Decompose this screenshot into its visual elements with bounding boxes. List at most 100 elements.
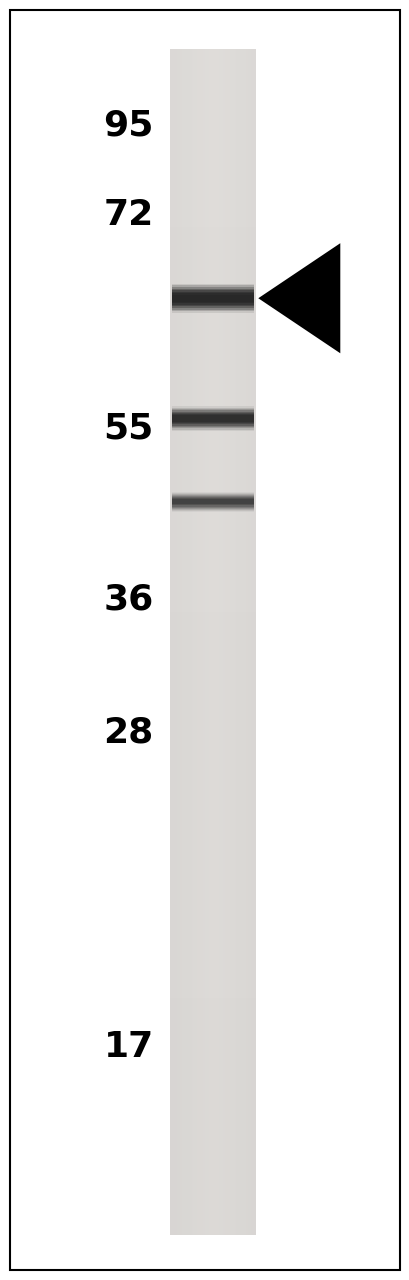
Bar <box>205 49 207 1235</box>
Bar <box>254 49 256 1235</box>
Bar <box>170 49 171 1235</box>
Bar <box>170 850 256 879</box>
Bar <box>172 410 254 428</box>
Bar <box>170 463 256 494</box>
Bar <box>231 49 233 1235</box>
Bar <box>174 49 175 1235</box>
Bar <box>170 1057 256 1087</box>
Bar <box>172 291 254 306</box>
Bar <box>170 820 256 850</box>
Bar <box>245 49 247 1235</box>
Polygon shape <box>258 243 339 353</box>
Bar <box>170 909 256 938</box>
Bar <box>170 1028 256 1057</box>
Bar <box>170 879 256 909</box>
Bar <box>210 49 211 1235</box>
Bar <box>178 49 180 1235</box>
Bar <box>170 227 256 256</box>
Bar <box>253 49 254 1235</box>
Bar <box>204 49 205 1235</box>
Bar <box>184 49 185 1235</box>
Bar <box>172 285 254 311</box>
Bar <box>207 49 208 1235</box>
Bar <box>170 168 256 197</box>
Bar <box>170 375 256 404</box>
Bar <box>170 790 256 820</box>
Bar <box>228 49 230 1235</box>
Bar <box>170 524 256 553</box>
Bar <box>170 494 256 524</box>
Bar <box>172 408 254 429</box>
Bar <box>203 49 204 1235</box>
Bar <box>170 316 256 346</box>
Bar <box>234 49 236 1235</box>
Bar <box>198 49 200 1235</box>
Bar <box>191 49 193 1235</box>
Bar <box>201 49 203 1235</box>
Bar <box>172 495 254 508</box>
Bar <box>172 495 254 508</box>
Bar <box>172 406 254 431</box>
Bar <box>170 938 256 968</box>
Bar <box>233 49 234 1235</box>
Bar <box>222 49 224 1235</box>
Bar <box>190 49 191 1235</box>
Bar <box>182 49 184 1235</box>
Bar <box>221 49 222 1235</box>
Bar <box>227 49 228 1235</box>
Bar <box>172 284 254 312</box>
Bar <box>172 497 254 507</box>
Bar <box>241 49 243 1235</box>
Bar <box>224 49 226 1235</box>
Bar <box>236 49 237 1235</box>
Bar <box>214 49 216 1235</box>
Bar <box>172 416 254 421</box>
Text: 55: 55 <box>103 412 153 445</box>
Bar <box>213 49 214 1235</box>
Bar <box>170 701 256 731</box>
Bar <box>250 49 251 1235</box>
Bar <box>170 612 256 641</box>
Bar <box>238 49 240 1235</box>
Bar <box>170 760 256 790</box>
Bar <box>240 49 241 1235</box>
Bar <box>170 108 256 138</box>
Bar <box>170 1146 256 1176</box>
Bar <box>172 415 254 422</box>
Text: 28: 28 <box>103 716 153 749</box>
Bar <box>187 49 188 1235</box>
Bar <box>170 643 256 672</box>
Bar <box>170 1116 256 1146</box>
Bar <box>196 49 197 1235</box>
Bar <box>172 498 254 506</box>
Bar <box>220 49 221 1235</box>
Bar <box>170 404 256 434</box>
Bar <box>180 49 181 1235</box>
Bar <box>175 49 177 1235</box>
Bar <box>188 49 190 1235</box>
Text: 17: 17 <box>103 1030 153 1064</box>
Bar <box>170 256 256 285</box>
Bar <box>170 285 256 316</box>
Bar <box>248 49 250 1235</box>
Bar <box>170 1087 256 1116</box>
Text: 36: 36 <box>103 582 153 616</box>
Bar <box>211 49 213 1235</box>
Bar <box>172 494 254 509</box>
Bar <box>170 346 256 375</box>
Bar <box>251 49 253 1235</box>
Bar <box>172 493 254 511</box>
Bar <box>170 672 256 701</box>
Bar <box>172 293 254 303</box>
Bar <box>172 499 254 504</box>
Bar <box>170 1206 256 1235</box>
Text: 72: 72 <box>103 198 153 232</box>
Bar <box>172 492 254 512</box>
Bar <box>170 49 256 78</box>
Bar <box>247 49 248 1235</box>
Bar <box>216 49 217 1235</box>
Bar <box>226 49 227 1235</box>
Bar <box>208 49 210 1235</box>
Bar <box>173 49 174 1235</box>
Bar <box>170 968 256 998</box>
